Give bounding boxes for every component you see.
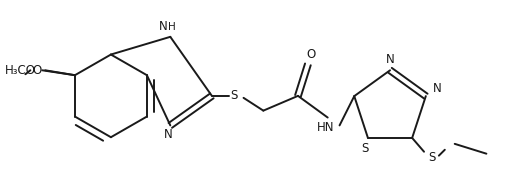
Text: S: S xyxy=(230,89,237,102)
Text: O: O xyxy=(306,48,315,61)
Text: N: N xyxy=(159,20,168,33)
Text: H: H xyxy=(168,22,176,32)
Text: S: S xyxy=(361,142,369,155)
Text: H₃CO: H₃CO xyxy=(5,64,36,77)
Text: S: S xyxy=(429,151,435,164)
Text: N: N xyxy=(164,128,173,141)
Text: N: N xyxy=(433,82,442,95)
Text: HN: HN xyxy=(317,121,335,134)
Text: N: N xyxy=(386,53,395,66)
Text: O: O xyxy=(33,64,42,77)
